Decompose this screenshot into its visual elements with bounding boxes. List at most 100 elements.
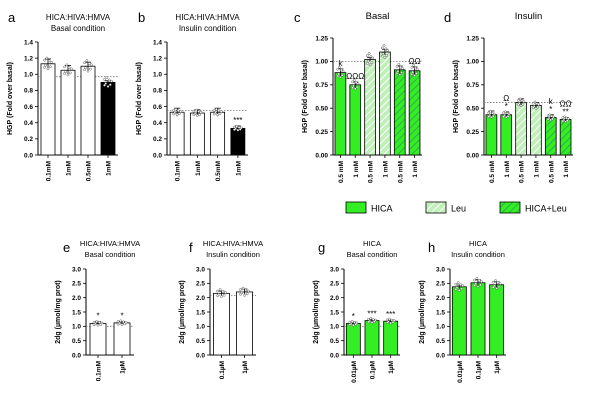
data-point xyxy=(356,82,360,85)
y-axis-label: HGP (Fold over basal) xyxy=(136,62,143,135)
data-point xyxy=(397,63,401,66)
data-point xyxy=(107,78,111,82)
data-point xyxy=(351,80,354,84)
y-tick-label: 1.00 xyxy=(466,59,479,66)
panel-b: b HICA:HIVA:HMVA Insulin condition 0.0 0.2 0.… xyxy=(136,10,248,181)
panel-letter: b xyxy=(138,10,145,25)
y-tick-label: 1.2 xyxy=(153,55,162,62)
x-tick-label: 1 mM xyxy=(563,161,570,178)
panel-title: HICA:HIVA:HMVA xyxy=(203,239,263,248)
bar xyxy=(530,104,542,156)
bar xyxy=(393,69,406,156)
data-point xyxy=(491,286,495,289)
bar xyxy=(60,69,76,156)
x-tick-label: 0.1µM xyxy=(219,361,226,379)
y-tick-label: 0.5 xyxy=(196,338,205,345)
bar xyxy=(230,127,246,156)
panel-letter: f xyxy=(189,240,193,255)
data-point xyxy=(396,69,400,73)
x-tick-label: 0.5mM xyxy=(86,161,93,181)
data-point xyxy=(398,73,402,76)
data-point xyxy=(413,74,416,77)
data-point xyxy=(399,65,402,69)
data-point xyxy=(383,56,387,60)
data-point xyxy=(218,288,222,291)
data-point xyxy=(454,282,458,286)
y-tick-label: 2.5 xyxy=(330,281,339,288)
x-tick-label: 0.01µM xyxy=(457,361,464,383)
y-tick-label: 0.0 xyxy=(436,352,445,359)
panel-title: HICA:HIVA:HMVA xyxy=(80,239,140,248)
x-tick-label: 0.1µM xyxy=(370,361,377,379)
data-point xyxy=(369,317,373,320)
data-point xyxy=(237,126,241,129)
y-tick-label: 0.75 xyxy=(315,82,328,89)
data-point xyxy=(46,67,50,71)
y-tick-label: 0.0 xyxy=(24,152,33,159)
data-point xyxy=(497,285,501,289)
data-point xyxy=(341,69,345,73)
data-point xyxy=(49,65,52,68)
legend-swatch xyxy=(425,201,447,214)
y-tick-label: 0.2 xyxy=(153,136,162,143)
data-point xyxy=(215,107,218,111)
data-point xyxy=(456,281,460,284)
y-tick-label: 1.4 xyxy=(153,39,162,46)
x-tick-label: 0.5 mM xyxy=(338,161,345,183)
data-point xyxy=(175,113,179,117)
data-point xyxy=(502,115,505,118)
data-point xyxy=(392,319,396,322)
data-point xyxy=(233,128,236,131)
legend-swatch xyxy=(499,201,521,214)
data-point xyxy=(561,119,565,123)
data-point xyxy=(233,125,236,129)
x-tick-label: 0.1mM xyxy=(46,161,53,181)
y-tick-label: 3.0 xyxy=(196,266,205,273)
bar xyxy=(349,84,362,156)
data-point xyxy=(415,68,419,71)
data-point xyxy=(536,105,540,109)
data-point xyxy=(490,116,493,119)
data-point xyxy=(491,280,495,284)
y-tick-label: 1.5 xyxy=(330,309,339,316)
y-tick-label: 0.00 xyxy=(466,152,479,159)
y-tick-label: 1.00 xyxy=(315,59,328,66)
legend-label: HICA+Leu xyxy=(525,204,567,214)
data-point xyxy=(366,54,369,58)
data-point xyxy=(63,72,66,75)
data-point xyxy=(85,59,89,62)
panel-title: Insulin condition xyxy=(206,250,260,259)
data-point xyxy=(475,277,479,280)
data-point xyxy=(480,280,483,283)
y-axis-label: 2dg (µmol/mg prot) xyxy=(419,280,426,344)
x-tick-label: 0.5mM xyxy=(215,161,222,181)
x-tick-label: 1µM xyxy=(388,361,395,374)
x-tick-label: 0.1mM xyxy=(96,361,103,381)
bar xyxy=(89,323,107,356)
data-point xyxy=(239,288,242,291)
data-point xyxy=(517,103,520,107)
bar xyxy=(383,320,399,356)
x-tick-label: 0.1µM xyxy=(476,361,483,379)
data-point xyxy=(385,54,389,57)
data-point xyxy=(176,109,180,113)
data-point xyxy=(367,52,371,55)
data-point xyxy=(366,62,369,65)
bar xyxy=(236,291,253,356)
data-point xyxy=(216,289,219,293)
data-point xyxy=(216,294,219,298)
panel-letter: c xyxy=(294,10,301,25)
y-tick-label: 1.0 xyxy=(153,72,162,79)
x-tick-label: 1 mM xyxy=(412,161,419,178)
data-point xyxy=(221,290,225,293)
significance-label: k xyxy=(338,59,343,68)
data-point xyxy=(124,321,128,324)
x-tick-label: 1 mM xyxy=(353,161,360,178)
x-tick-label: 1µM xyxy=(120,361,127,374)
data-point xyxy=(217,109,221,113)
panel-letter: h xyxy=(428,240,435,255)
data-point xyxy=(105,76,109,79)
data-point xyxy=(506,114,510,118)
y-tick-label: 0.6 xyxy=(24,104,33,111)
data-point xyxy=(367,320,370,324)
